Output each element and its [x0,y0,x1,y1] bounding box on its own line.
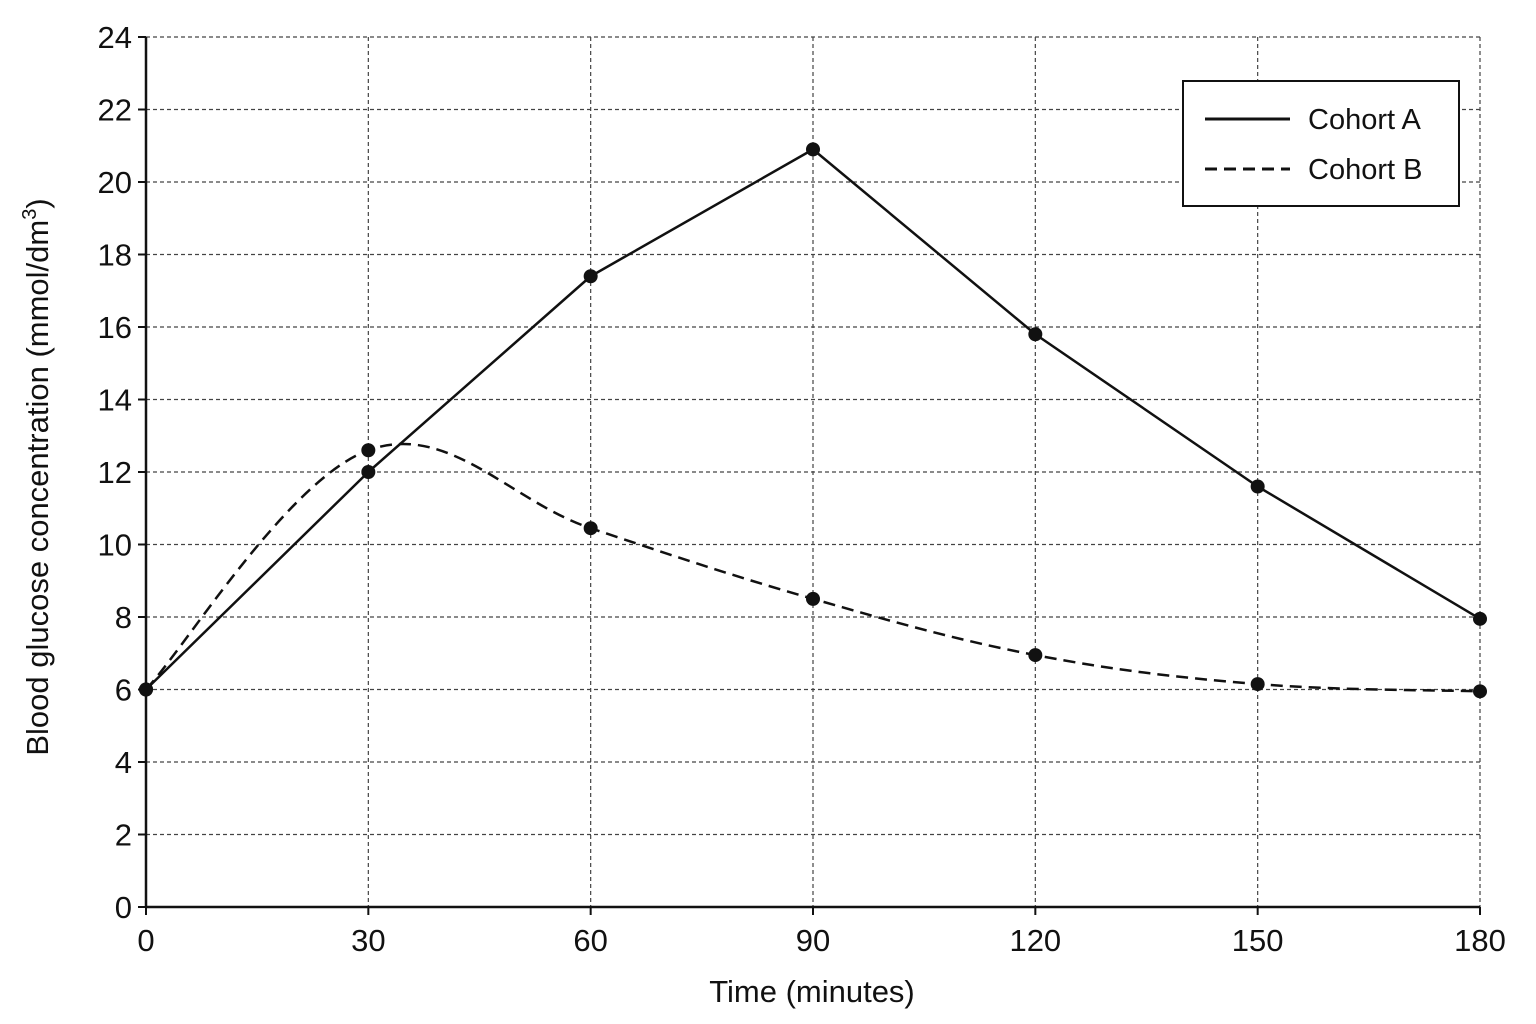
data-point-cohort-b-120 [1028,648,1043,663]
y-axis-title: Blood glucose concentration (mmol/dm3) [19,198,55,755]
axes [138,36,1481,915]
x-tick-label-90: 90 [796,923,830,958]
x-axis-title: Time (minutes) [709,974,915,1009]
data-point-cohort-a-90 [806,142,820,157]
y-tick-label-4: 4 [115,745,132,780]
legend-label-cohort-b: Cohort B [1308,154,1422,186]
data-point-cohort-a-30 [361,465,376,479]
y-axis-title-suffix: ) [20,198,55,208]
y-tick-label-14: 14 [98,383,132,418]
legend: Cohort A Cohort B [1182,80,1460,207]
y-tick-label-10: 10 [98,528,132,563]
y-tick-label-22: 22 [98,93,132,128]
data-point-cohort-b-60 [583,521,598,536]
y-axis-title-superscript: 3 [19,209,41,220]
x-tick-label-180: 180 [1454,923,1506,958]
x-tick-label-0: 0 [137,923,154,958]
legend-label-cohort-a: Cohort A [1308,104,1421,136]
x-tick-label-150: 150 [1232,923,1284,958]
data-point-cohort-b-90 [806,591,820,606]
y-tick-label-6: 6 [115,673,132,708]
data-point-cohort-b-30 [361,443,376,458]
data-point-cohort-b-0 [139,682,153,697]
y-tick-label-8: 8 [115,600,132,635]
y-tick-label-12: 12 [98,455,132,490]
grid-lines [146,36,1481,907]
y-tick-label-16: 16 [98,310,132,345]
data-point-cohort-a-120 [1028,327,1043,342]
data-point-cohort-a-150 [1250,479,1265,494]
x-tick-label-120: 120 [1009,923,1061,958]
y-tick-label-0: 0 [115,890,132,925]
y-axis-title-main: Blood glucose concentration (mmol/dm [20,220,55,756]
data-points [139,142,1487,699]
x-tick-label-60: 60 [573,923,607,958]
y-tick-label-24: 24 [98,20,132,55]
data-point-cohort-b-150 [1250,677,1265,692]
y-tick-label-2: 2 [115,818,132,853]
y-tick-label-18: 18 [98,238,132,273]
data-point-cohort-b-180 [1473,684,1487,699]
x-tick-label-30: 30 [351,923,385,958]
data-point-cohort-a-180 [1473,611,1487,626]
y-tick-label-20: 20 [98,165,132,200]
data-point-cohort-a-60 [583,269,598,284]
legend-box [1182,80,1460,207]
